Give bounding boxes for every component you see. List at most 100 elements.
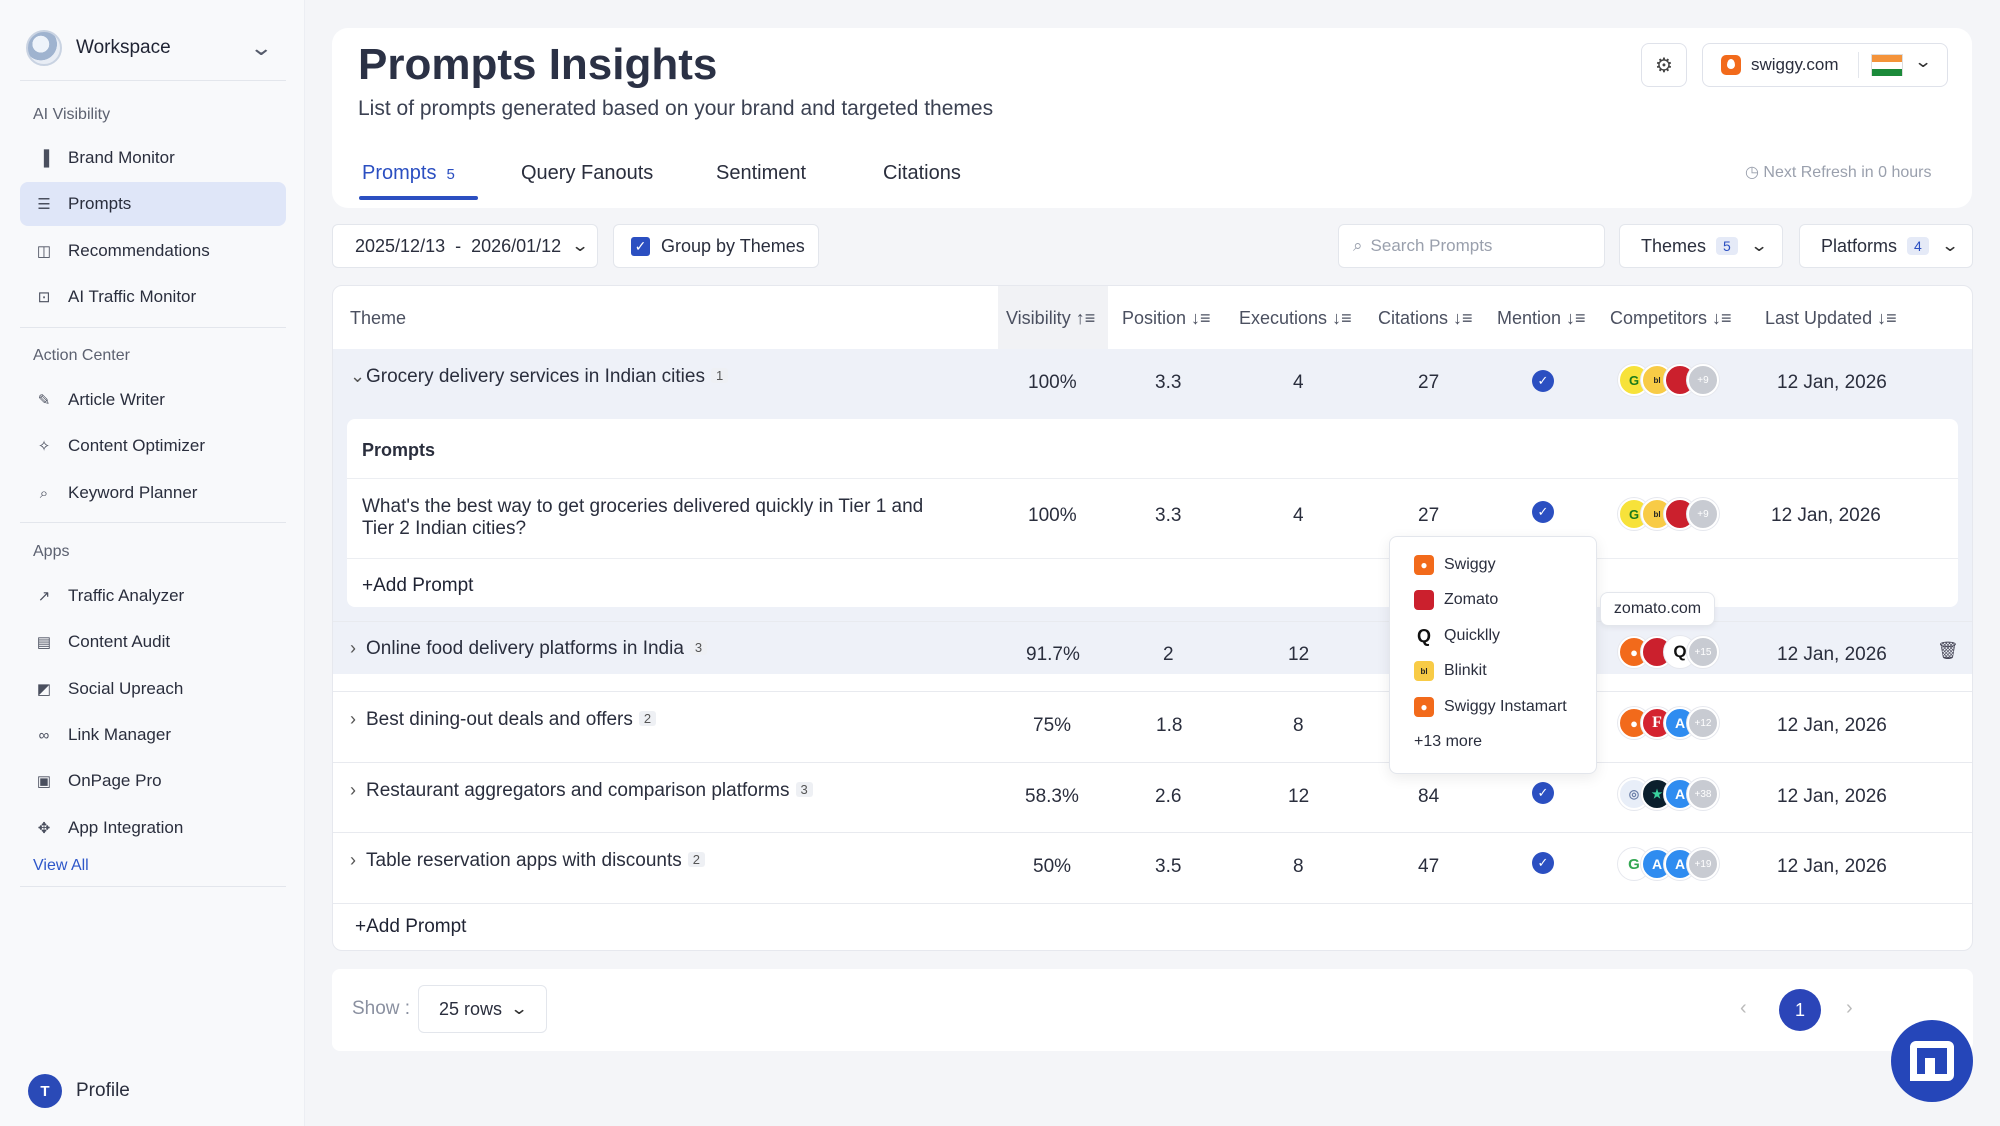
- sidebar-item-ai-traffic-monitor[interactable]: ⊡ AI Traffic Monitor: [20, 275, 286, 319]
- competitor-avatars[interactable]: ◎ ★ A +38: [1618, 778, 1719, 812]
- position-value: 3.3: [1155, 505, 1182, 526]
- competitor-avatars[interactable]: G bl +9: [1618, 364, 1719, 398]
- sidebar-item-article-writer[interactable]: ✎ Article Writer: [20, 378, 286, 422]
- chevron-right-icon: ›: [350, 709, 356, 729]
- profile-button[interactable]: T Profile: [28, 1074, 130, 1108]
- sidebar-item-prompts[interactable]: ☰ Prompts: [20, 182, 286, 226]
- chevron-down-icon: ⌄: [1749, 236, 1769, 255]
- ai-icon: ⊡: [37, 289, 51, 306]
- workspace-switcher[interactable]: Workspace ⌄: [26, 27, 282, 69]
- table-row[interactable]: › Table reservation apps with discounts 2: [350, 850, 706, 872]
- competitor-avatars[interactable]: G bl +9: [1618, 498, 1719, 532]
- zomato-icon: [1414, 590, 1434, 610]
- more-competitors-badge: +19: [1687, 848, 1719, 880]
- popover-item[interactable]: Q Quicklly: [1414, 626, 1500, 646]
- group-by-themes-checkbox[interactable]: ✓ Group by Themes: [613, 224, 819, 268]
- last-updated-value: 12 Jan, 2026: [1777, 644, 1887, 665]
- sidebar-item-link-manager[interactable]: ∞ Link Manager: [20, 713, 286, 757]
- add-prompt-button[interactable]: +Add Prompt: [355, 916, 467, 937]
- tab-active-indicator: [359, 196, 478, 200]
- tab-sentiment[interactable]: Sentiment: [716, 162, 807, 184]
- prompt-text[interactable]: What's the best way to get groceries del…: [362, 496, 924, 539]
- sidebar-item-social-upreach[interactable]: ◩ Social Upreach: [20, 667, 286, 711]
- platforms-filter[interactable]: Platforms 4 ⌄: [1799, 224, 1973, 268]
- last-updated-value: 12 Jan, 2026: [1777, 372, 1887, 393]
- swiggy-icon: ●: [1414, 555, 1434, 575]
- search-input[interactable]: ⌕ Search Prompts: [1338, 224, 1605, 268]
- more-competitors-badge: +9: [1687, 498, 1719, 530]
- date-range-picker[interactable]: 2025/12/13 - 2026/01/12 ⌄: [332, 224, 598, 268]
- domain-selector[interactable]: swiggy.com: [1702, 43, 1948, 87]
- chevron-down-icon[interactable]: ⌄: [1913, 52, 1933, 71]
- view-all-link[interactable]: View All: [33, 857, 89, 874]
- themes-count-badge: 5: [1716, 237, 1738, 255]
- sidebar: Workspace ⌄ AI Visibility ▐ Brand Monitor…: [0, 0, 305, 1126]
- sidebar-item-keyword-planner[interactable]: ⌕ Keyword Planner: [20, 471, 286, 515]
- col-executions[interactable]: Executions ↓≡: [1239, 308, 1352, 328]
- section-action-center: Action Center: [33, 347, 130, 364]
- divider: [347, 478, 1958, 479]
- prompt-count-badge: 1: [710, 368, 729, 383]
- citations-value: 84: [1418, 786, 1440, 807]
- visibility-value: 75%: [1033, 715, 1072, 736]
- divider: [20, 80, 286, 81]
- popover-item[interactable]: bl Blinkit: [1414, 661, 1487, 681]
- next-page-icon[interactable]: ›: [1846, 997, 1853, 1019]
- trash-icon[interactable]: 🗑: [1937, 641, 1959, 660]
- visibility-value: 100%: [1028, 505, 1077, 526]
- table-row[interactable]: › Restaurant aggregators and comparison p…: [350, 780, 813, 802]
- col-last-updated[interactable]: Last Updated ↓≡: [1765, 308, 1897, 328]
- popover-item[interactable]: Zomato: [1414, 590, 1498, 610]
- popover-more[interactable]: +13 more: [1414, 733, 1483, 750]
- help-chat-button[interactable]: [1891, 1020, 1973, 1102]
- tab-count-badge: 5: [446, 166, 455, 183]
- table-row[interactable]: ⌄Grocery delivery services in Indian cit…: [350, 366, 729, 388]
- popover-item[interactable]: ● Swiggy Instamart: [1414, 697, 1567, 717]
- india-flag-icon[interactable]: [1871, 54, 1903, 76]
- tab-citations[interactable]: Citations: [883, 162, 961, 184]
- header-card: [332, 28, 1972, 208]
- settings-button[interactable]: ⚙: [1641, 43, 1687, 87]
- position-value: 3.3: [1155, 372, 1182, 393]
- table-row[interactable]: › Online food delivery platforms in India…: [350, 638, 708, 660]
- sidebar-item-traffic-analyzer[interactable]: ↗ Traffic Analyzer: [20, 574, 286, 618]
- chevron-down-icon: ⌄: [571, 236, 590, 255]
- competitor-avatars[interactable]: G A A +19: [1618, 848, 1719, 882]
- competitor-avatars[interactable]: ● Q +15: [1618, 636, 1719, 670]
- sidebar-item-recommendations[interactable]: ◫ Recommendations: [20, 229, 286, 273]
- col-citations[interactable]: Citations ↓≡: [1378, 308, 1473, 328]
- rows-per-page-select[interactable]: 25 rows ⌄: [418, 985, 547, 1033]
- integration-icon: ✥: [37, 820, 51, 837]
- col-mention[interactable]: Mention ↓≡: [1497, 308, 1586, 328]
- position-value: 1.8: [1156, 715, 1183, 736]
- prompts-heading: Prompts: [362, 440, 436, 460]
- themes-filter[interactable]: Themes 5 ⌄: [1619, 224, 1783, 268]
- last-updated-value: 12 Jan, 2026: [1777, 715, 1887, 736]
- add-prompt-button[interactable]: +Add Prompt: [362, 575, 474, 596]
- chevron-down-icon: ⌄: [1940, 236, 1960, 255]
- col-competitors[interactable]: Competitors ↓≡: [1610, 308, 1732, 328]
- profile-label: Profile: [76, 1080, 130, 1101]
- tab-prompts[interactable]: Prompts 5: [362, 162, 455, 184]
- sidebar-item-app-integration[interactable]: ✥ App Integration: [20, 806, 286, 850]
- prev-page-icon[interactable]: ‹: [1740, 997, 1747, 1019]
- executions-value: 12: [1288, 786, 1310, 807]
- sidebar-item-brand-monitor[interactable]: ▐ Brand Monitor: [20, 136, 286, 180]
- pagination-bar: [332, 969, 1973, 1051]
- sidebar-item-content-audit[interactable]: ▤ Content Audit: [20, 620, 286, 664]
- table-row[interactable]: › Best dining-out deals and offers 2: [350, 709, 657, 731]
- magic-wand-icon: ✧: [37, 438, 51, 455]
- col-position[interactable]: Position ↓≡: [1122, 308, 1211, 328]
- sidebar-item-onpage-pro[interactable]: ▣ OnPage Pro: [20, 759, 286, 803]
- page-number-current[interactable]: 1: [1779, 989, 1821, 1031]
- popover-item[interactable]: ● Swiggy: [1414, 555, 1496, 575]
- citations-value: 47: [1418, 856, 1440, 877]
- competitor-avatars[interactable]: ● F A +12: [1618, 707, 1719, 741]
- divider: [333, 832, 1972, 833]
- list-icon: ☰: [37, 196, 51, 213]
- divider: [333, 903, 1972, 904]
- tab-query-fanouts[interactable]: Query Fanouts: [521, 162, 654, 184]
- avatar: T: [28, 1074, 62, 1108]
- col-visibility[interactable]: Visibility ↑≡: [1006, 308, 1096, 328]
- sidebar-item-content-optimizer[interactable]: ✧ Content Optimizer: [20, 424, 286, 468]
